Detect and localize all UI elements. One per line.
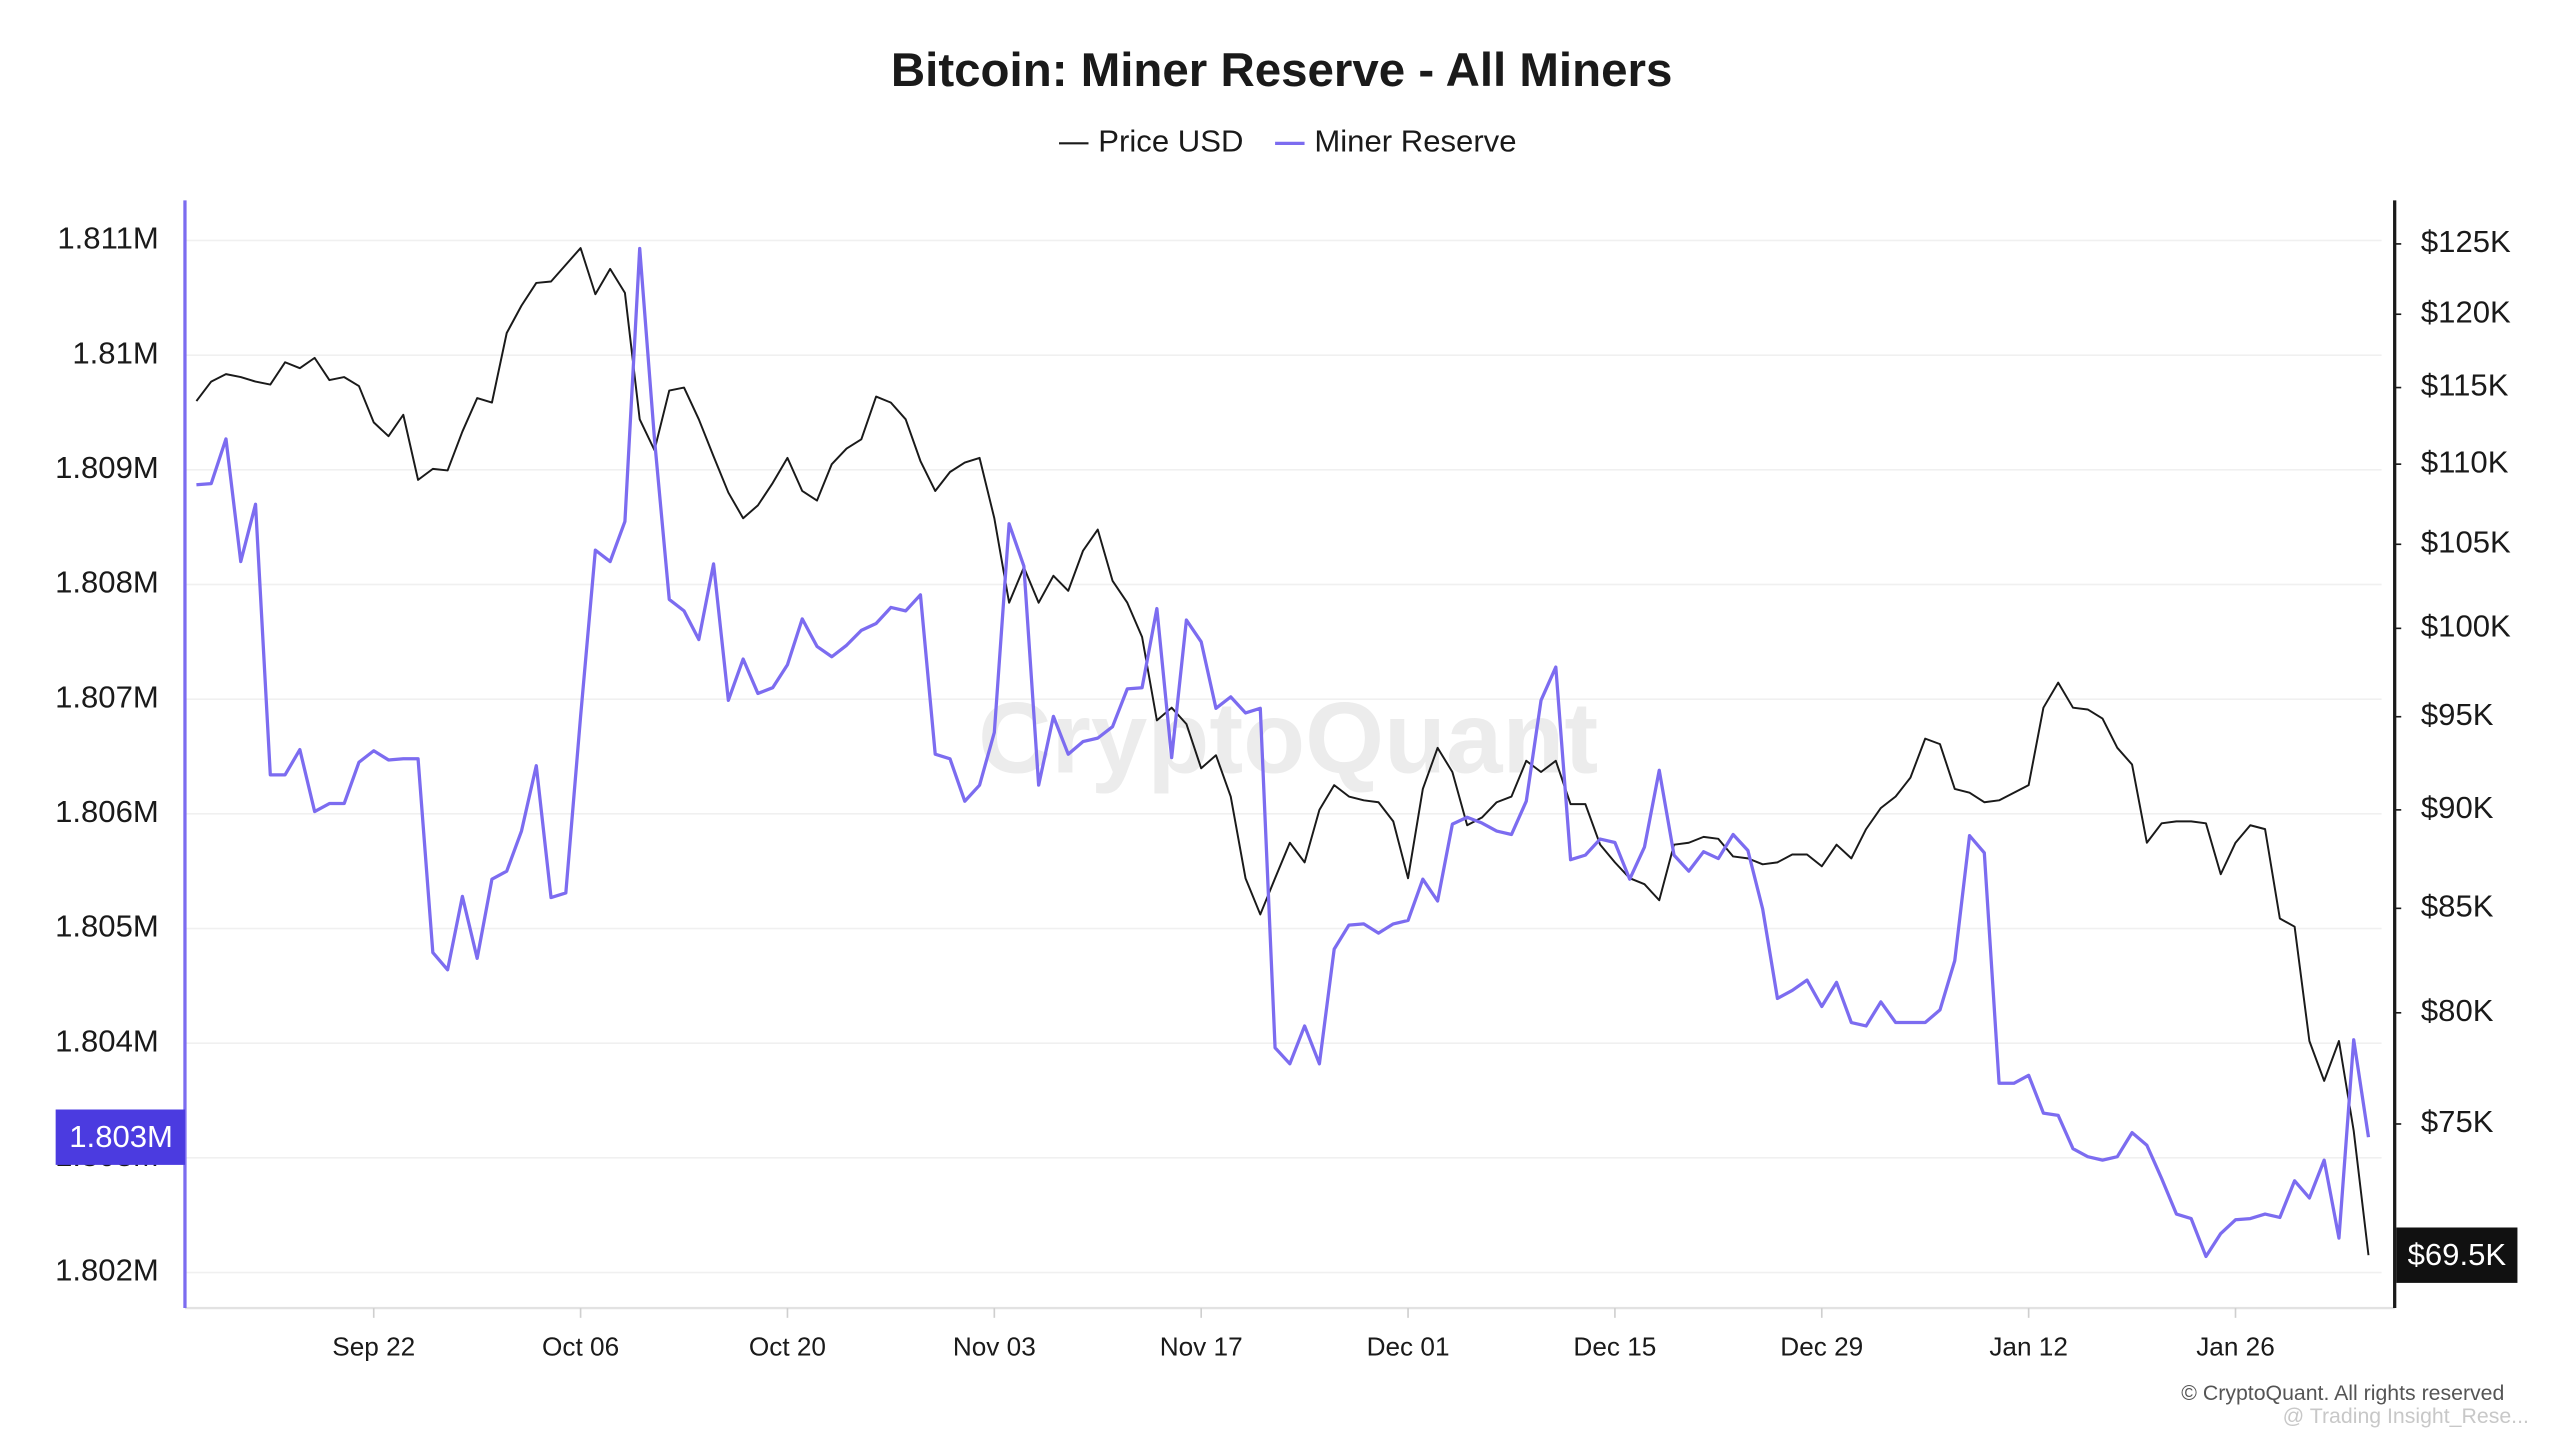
x-tick-label: Nov 17 [1160, 1332, 1243, 1362]
y2-tick-label: $90K [2421, 790, 2494, 825]
y-tick-label: 1.802M [55, 1253, 159, 1288]
value-label-box [55, 1109, 185, 1165]
y2-tick-label: $120K [2421, 294, 2511, 329]
value-label-box [2396, 1227, 2518, 1283]
legend-label: Miner Reserve [1314, 124, 1516, 159]
y2-tick-label: $80K [2421, 993, 2494, 1028]
y2-tick-label: $115K [2421, 368, 2509, 403]
chart-title: Bitcoin: Miner Reserve - All Miners [891, 44, 1672, 97]
y-tick-label: 1.809M [55, 450, 159, 485]
x-tick-label: Sep 22 [332, 1332, 415, 1362]
y-tick-label: 1.804M [55, 1023, 159, 1058]
x-tick-label: Jan 26 [2196, 1332, 2275, 1362]
y-tick-label: 1.806M [55, 794, 159, 829]
y2-tick-label: $105K [2421, 525, 2511, 560]
value-label: 1.803M [69, 1119, 173, 1154]
credit: © CryptoQuant. All rights reserved [2181, 1382, 2504, 1405]
x-tick-label: Jan 12 [1989, 1332, 2068, 1362]
x-tick-label: Oct 20 [749, 1332, 826, 1362]
x-tick-label: Nov 03 [953, 1332, 1036, 1362]
y2-tick-label: $110K [2421, 444, 2509, 479]
value-label: $69.5K [2408, 1237, 2507, 1272]
legend-label: Price USD [1098, 124, 1243, 159]
y-tick-label: 1.805M [55, 909, 159, 944]
x-tick-label: Dec 15 [1573, 1332, 1656, 1362]
source-note: @ Trading Insight_Rese... [2283, 1405, 2529, 1428]
y2-tick-label: $75K [2421, 1104, 2494, 1139]
y2-tick-label: $85K [2421, 889, 2494, 924]
y2-tick-label: $95K [2421, 697, 2494, 732]
y2-tick-label: $100K [2421, 609, 2511, 644]
series-line [195, 247, 2370, 1256]
x-tick-label: Oct 06 [542, 1332, 619, 1362]
y-tick-label: 1.807M [55, 679, 159, 714]
watermark: CryptoQuant [978, 682, 1598, 795]
series-line [196, 246, 2371, 1259]
y-tick-label: 1.81M [72, 335, 158, 370]
x-tick-label: Dec 01 [1367, 1332, 1450, 1362]
y-tick-label: 1.811M [57, 221, 158, 256]
x-tick-label: Dec 29 [1780, 1332, 1863, 1362]
y2-tick-label: $125K [2421, 224, 2511, 259]
y-tick-label: 1.808M [55, 565, 159, 600]
